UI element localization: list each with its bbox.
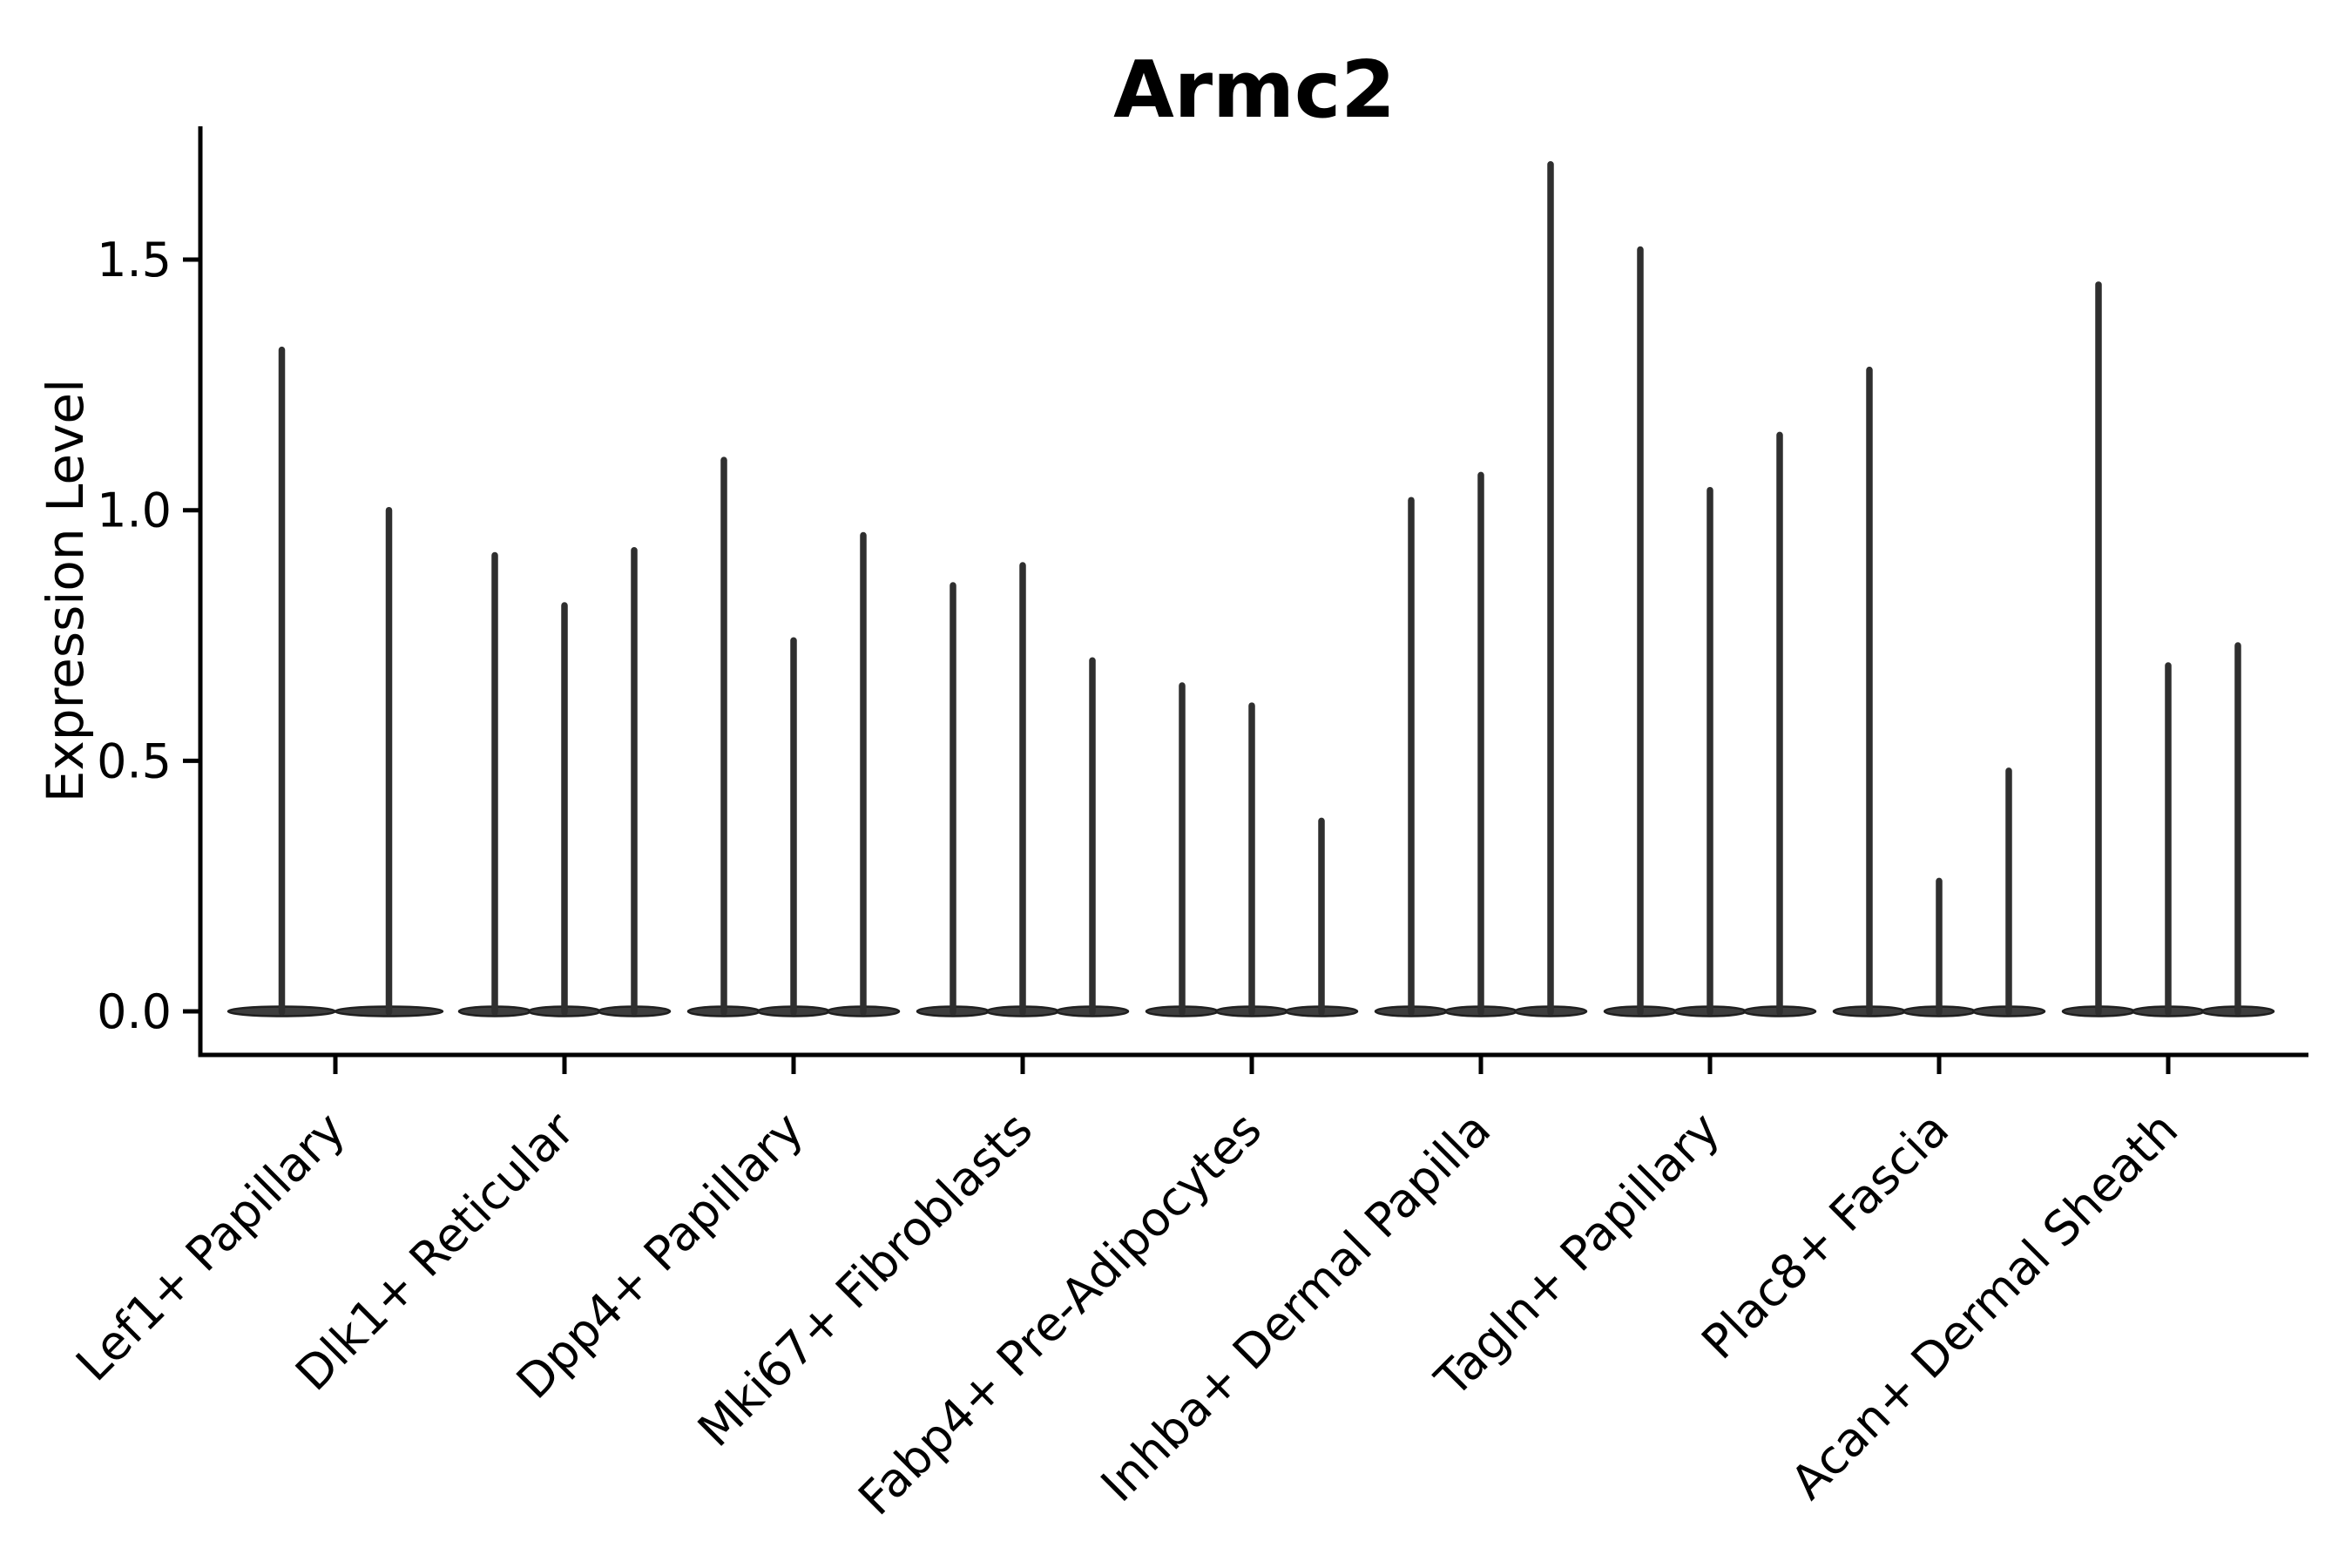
axes-spines [198, 126, 2308, 1058]
y-tick-label: 1.0 [97, 483, 172, 538]
y-tick-label: 0.0 [97, 984, 172, 1039]
violin-group-5 [1145, 682, 1359, 1017]
violin-group-3 [686, 456, 901, 1017]
y-tick-label: 1.5 [97, 233, 172, 287]
violin-group-6 [1374, 160, 1588, 1017]
x-tick-label: Acan+ Dermal Sheath [1781, 1102, 2188, 1510]
chart-title: Armc2 [1113, 44, 1396, 136]
violins-layer [226, 160, 2275, 1017]
violin-group-2 [457, 546, 672, 1017]
violin-group-4 [916, 562, 1130, 1017]
x-tick-label: Plac8+ Fascia [1691, 1102, 1959, 1370]
y-tick-label: 0.5 [97, 733, 172, 788]
y-axis-ticks: 0.0 0.5 1.0 1.5 [97, 233, 200, 1039]
violin-group-9 [2061, 281, 2275, 1017]
x-tick-label: Fabp4+ Pre-Adipocytes [848, 1102, 1272, 1526]
y-axis-label: Expression Level [36, 379, 95, 802]
x-tick-label: Inhba+ Dermal Papilla [1091, 1102, 1501, 1512]
violin-group-7 [1603, 246, 1817, 1017]
violin-group-1 [226, 346, 444, 1017]
violin-group-8 [1832, 366, 2046, 1017]
